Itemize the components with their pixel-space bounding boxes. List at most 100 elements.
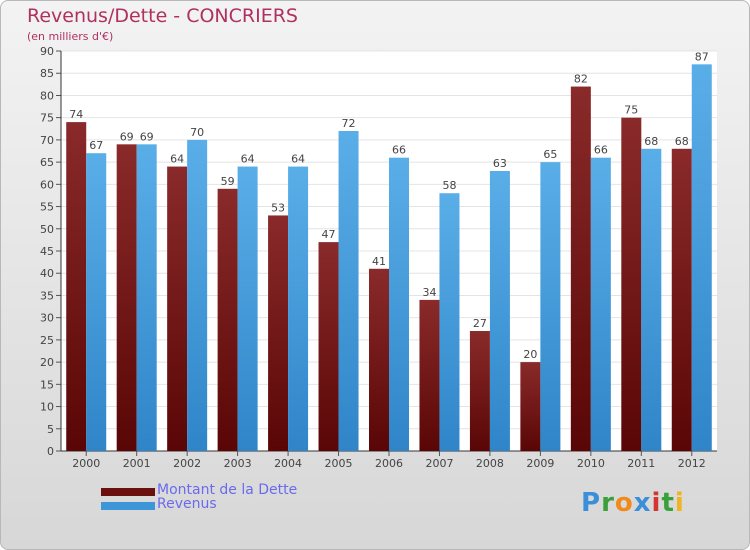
bar-revenue: [439, 193, 460, 451]
x-tick-label: 2007: [425, 457, 453, 470]
data-label-revenue: 64: [241, 153, 255, 166]
y-tick-label: 50: [40, 223, 54, 236]
data-label-revenue: 87: [695, 50, 709, 63]
x-tick-label: 2006: [375, 457, 403, 470]
y-tick-label: 80: [40, 89, 54, 102]
y-tick-label: 70: [40, 134, 54, 147]
bar-debt: [66, 122, 87, 451]
data-label-debt: 27: [473, 317, 487, 330]
y-tick-label: 20: [40, 356, 54, 369]
bar-debt: [116, 144, 137, 452]
y-tick-label: 55: [40, 201, 54, 214]
data-label-debt: 20: [523, 348, 537, 361]
y-tick-label: 10: [40, 401, 54, 414]
bar-debt: [318, 242, 339, 451]
data-label-debt: 59: [221, 175, 235, 188]
logo-letter: o: [614, 488, 634, 518]
x-tick-label: 2002: [173, 457, 201, 470]
logo-letter: i: [674, 488, 685, 518]
y-tick-label: 90: [40, 45, 54, 58]
data-label-debt: 69: [120, 130, 134, 143]
y-tick-label: 15: [40, 378, 54, 391]
bar-revenue: [540, 162, 561, 451]
bar-debt: [369, 268, 389, 451]
bar-revenue: [237, 166, 258, 452]
y-tick-label: 40: [40, 267, 54, 280]
legend-swatch-debt: [101, 488, 155, 496]
bar-revenue: [489, 171, 510, 451]
logo-letter: i: [651, 488, 662, 518]
x-tick-label: 2004: [274, 457, 302, 470]
y-tick-label: 25: [40, 334, 54, 347]
x-tick-label: 2009: [526, 457, 554, 470]
logo-letter: P: [581, 488, 602, 518]
x-tick-label: 2008: [476, 457, 504, 470]
data-label-debt: 74: [69, 108, 83, 121]
data-label-revenue: 69: [140, 130, 154, 143]
bar-debt: [167, 166, 188, 452]
data-label-debt: 75: [624, 104, 638, 117]
data-label-debt: 82: [574, 73, 588, 86]
data-label-revenue: 70: [190, 126, 204, 139]
data-label-revenue: 72: [342, 117, 356, 130]
bar-revenue: [389, 157, 409, 451]
y-tick-label: 5: [47, 423, 54, 436]
data-label-revenue: 64: [291, 153, 305, 166]
data-label-debt: 64: [170, 153, 184, 166]
x-tick-label: 2003: [224, 457, 252, 470]
proxiti-logo: Proxiti: [581, 488, 685, 518]
bar-revenue: [590, 157, 611, 451]
data-label-revenue: 66: [594, 144, 608, 157]
data-label-revenue: 67: [89, 139, 103, 152]
bar-debt: [520, 362, 541, 451]
bar-revenue: [86, 153, 107, 451]
y-tick-label: 0: [47, 445, 54, 458]
bar-debt: [671, 148, 692, 451]
data-label-revenue: 66: [392, 144, 406, 157]
data-label-revenue: 65: [543, 148, 557, 161]
data-label-debt: 53: [271, 201, 285, 214]
bar-revenue: [136, 144, 157, 452]
y-tick-label: 85: [40, 67, 54, 80]
legend-label-debt: Montant de la Dette: [157, 482, 298, 498]
bar-debt: [419, 299, 440, 451]
x-tick-label: 2012: [678, 457, 706, 470]
legend-swatch-revenue: [101, 502, 155, 510]
bar-debt: [217, 188, 238, 451]
bar-revenue: [338, 131, 359, 451]
logo-letter: r: [601, 488, 615, 518]
x-tick-label: 2000: [72, 457, 100, 470]
bar-revenue: [641, 148, 662, 451]
chart-subtitle: (en milliers d'€): [27, 30, 114, 43]
x-tick-label: 2011: [627, 457, 655, 470]
chart-title: Revenus/Dette - CONCRIERS: [27, 5, 298, 27]
bar-debt: [469, 331, 490, 451]
data-label-debt: 34: [422, 286, 436, 299]
y-tick-label: 30: [40, 312, 54, 325]
data-label-debt: 41: [372, 255, 386, 268]
x-tick-label: 2005: [325, 457, 353, 470]
y-tick-label: 75: [40, 112, 54, 125]
bar-revenue: [691, 64, 712, 452]
y-tick-label: 45: [40, 245, 54, 258]
x-tick-label: 2010: [577, 457, 605, 470]
y-tick-label: 65: [40, 156, 54, 169]
data-label-revenue: 68: [644, 135, 658, 148]
bar-revenue: [187, 139, 208, 451]
y-tick-label: 60: [40, 178, 54, 191]
legend-label-revenue: Revenus: [157, 496, 217, 512]
logo-letter: t: [661, 488, 675, 518]
data-label-debt: 68: [675, 135, 689, 148]
data-label-debt: 47: [322, 228, 336, 241]
y-tick-label: 35: [40, 289, 54, 302]
bar-debt: [621, 117, 642, 452]
bar-debt: [268, 215, 289, 451]
logo-letter: x: [633, 488, 652, 518]
x-tick-label: 2001: [123, 457, 151, 470]
bar-revenue: [288, 166, 309, 452]
data-label-revenue: 63: [493, 157, 507, 170]
data-label-revenue: 58: [442, 179, 456, 192]
bar-debt: [570, 86, 591, 452]
